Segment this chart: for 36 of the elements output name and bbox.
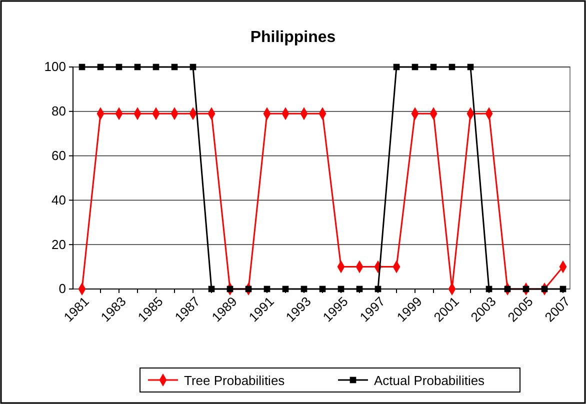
- point: [97, 64, 104, 70]
- point: [356, 286, 363, 292]
- y-tick-label: 100: [44, 59, 66, 74]
- point: [504, 286, 511, 292]
- point: [374, 286, 382, 292]
- y-tick-label: 0: [58, 281, 66, 296]
- y-tick-label: 80: [52, 104, 66, 119]
- y-tick-label: 40: [52, 192, 66, 208]
- point: [486, 286, 492, 292]
- point: [264, 286, 270, 292]
- point: [78, 64, 86, 70]
- point: [412, 64, 418, 70]
- y-tick-label: 20: [52, 236, 66, 252]
- point: [448, 64, 456, 70]
- point: [393, 64, 400, 70]
- legend-label: Actual Probabilities: [374, 373, 486, 388]
- point: [522, 286, 530, 292]
- point: [190, 64, 196, 70]
- point: [300, 286, 308, 292]
- point: [245, 286, 252, 292]
- point: [208, 286, 215, 292]
- point: [467, 64, 474, 70]
- point: [541, 286, 548, 292]
- point: [430, 64, 437, 70]
- point: [134, 64, 141, 70]
- chart-title: Philippines: [250, 29, 336, 46]
- legend-label: Tree Probabilities: [184, 373, 286, 388]
- point: [319, 286, 326, 292]
- point: [560, 286, 566, 292]
- point: [152, 64, 160, 70]
- point: [226, 286, 234, 292]
- y-tick-label: 60: [52, 148, 66, 163]
- point: [282, 286, 289, 292]
- point: [338, 286, 344, 292]
- point: [116, 64, 122, 70]
- point: [171, 64, 178, 70]
